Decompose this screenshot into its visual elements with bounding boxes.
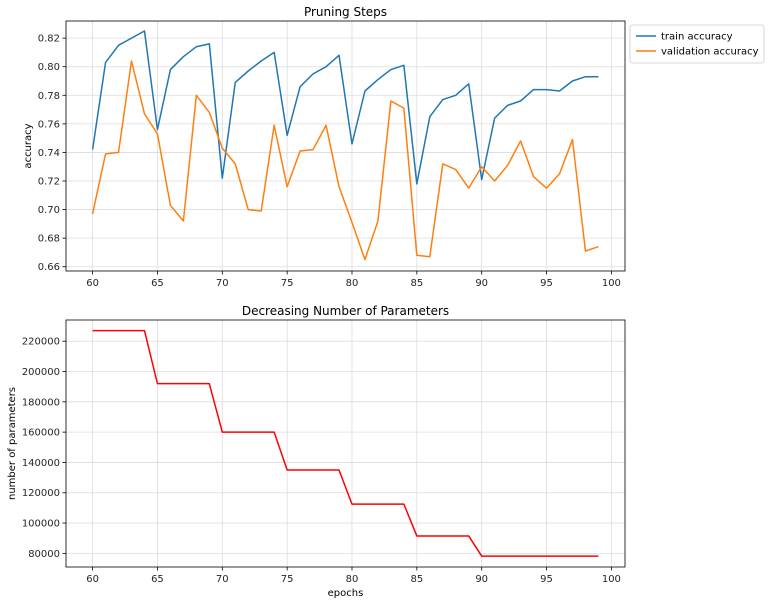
y-tick-label: 180000 — [22, 397, 60, 408]
chart-pruning-steps: 60 65 70 75 80 85 90 95 100 0.66 0.68 0.70 0.72 0.74 0… — [23, 5, 765, 289]
x-tick-label: 65 — [151, 574, 164, 585]
x-tick-label: 75 — [281, 574, 294, 585]
x-tick-label: 85 — [410, 574, 423, 585]
y-tick-label: 0.68 — [38, 234, 60, 245]
y-tick-label: 0.72 — [38, 177, 60, 188]
y-tick-label: 220000 — [22, 337, 60, 348]
axes-frame — [65, 20, 626, 272]
y-tick-label: 0.78 — [38, 91, 60, 102]
x-tick-label: 70 — [216, 278, 229, 289]
axes-frame — [65, 319, 626, 568]
chart-title: Pruning Steps — [304, 5, 387, 19]
x-tick-label: 60 — [86, 278, 99, 289]
x-tick-label: 95 — [540, 278, 553, 289]
x-tick-label: 100 — [602, 278, 621, 289]
legend-entry-label: train accuracy — [661, 32, 733, 43]
y-tick-label: 120000 — [22, 488, 60, 499]
legend-entry-label: validation accuracy — [661, 47, 759, 58]
series-line-validation-accuracy — [91, 60, 599, 261]
x-tick-label: 90 — [475, 574, 488, 585]
x-tick-label: 80 — [346, 278, 359, 289]
y-tick-label: 160000 — [22, 428, 60, 439]
y-axis-label: accuracy — [23, 123, 34, 168]
y-tick-label: 0.82 — [38, 34, 60, 45]
chart-title: Decreasing Number of Parameters — [242, 304, 449, 318]
x-tick-label: 70 — [216, 574, 229, 585]
x-tick-label: 85 — [410, 278, 423, 289]
y-tick-label: 100000 — [22, 519, 60, 530]
x-tick-label: 65 — [151, 278, 164, 289]
chart-decreasing-parameters: 60 65 70 75 80 85 90 95 100 80000 100000 120000 1400… — [7, 304, 626, 599]
x-tick-label: 80 — [346, 574, 359, 585]
legend-box — [629, 24, 765, 64]
y-tick-label: 0.76 — [38, 119, 60, 130]
y-tick-label: 200000 — [22, 367, 60, 378]
x-tick-label: 95 — [540, 574, 553, 585]
series-line-parameters — [92, 329, 599, 557]
x-axis-label: epochs — [328, 588, 364, 599]
x-tick-label: 75 — [281, 278, 294, 289]
legend: train accuracy validation accuracy — [629, 24, 765, 64]
y-tick-label: 0.80 — [38, 62, 60, 73]
series-line-train-accuracy — [91, 30, 599, 185]
x-tick-label: 100 — [602, 574, 621, 585]
y-tick-label: 140000 — [22, 458, 60, 469]
y-tick-label: 0.70 — [38, 205, 60, 216]
y-tick-label: 0.74 — [38, 148, 60, 159]
y-tick-label: 80000 — [28, 549, 60, 560]
x-tick-label: 60 — [86, 574, 99, 585]
y-tick-label: 0.66 — [38, 262, 60, 273]
y-axis-label: number of parameters — [7, 387, 18, 500]
x-tick-label: 90 — [475, 278, 488, 289]
